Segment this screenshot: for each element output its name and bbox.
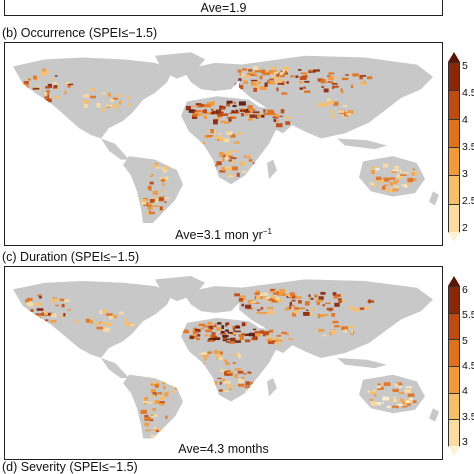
world-map-occurrence [13,52,439,223]
colorbar-segment [448,286,460,314]
colorbar-segment [448,118,460,148]
colorbar-segment [448,175,460,205]
colorbar-bottom-arrow [448,232,460,242]
panel-c-map: Ave=4.3 months [4,266,443,460]
colorbar-tick-label: 4 [462,114,468,127]
continent-south-america [123,156,183,223]
continent-indonesia [337,138,387,150]
colorbar-tick-label: 2 [462,221,468,234]
continent-madagascar [267,159,277,179]
colorbar-segment [448,90,460,120]
panel-c-title: (c) Duration (SPEI≤−1.5) [2,250,140,264]
world-map-duration [13,276,439,439]
continent-madagascar [267,378,277,397]
colorbar-occurrence [448,52,460,242]
colorbar-tick-label: 5.5 [462,309,474,322]
panel-b-title: (b) Occurrence (SPEI≤−1.5) [2,26,158,40]
panel-a-partial: Ave=1.9 [4,0,443,16]
colorbar-tick-label: 3.5 [462,141,474,153]
colorbar-top-arrow [448,276,460,286]
colorbar-segment [448,147,460,177]
colorbar-tick-label: 3.5 [462,410,474,423]
colorbar-segment [448,62,460,92]
continent-north-america [13,281,173,359]
colorbar-top-arrow [448,52,460,62]
continent-indonesia [337,358,387,369]
panel-b-map: Ave=3.1 mon yr−1 [4,42,443,246]
continent-new-zealand [429,191,439,206]
colorbar-tick-label: 5 [462,60,468,73]
panel-c-ave: Ave=4.3 months [178,442,269,457]
colorbar-bottom-arrow [448,446,460,456]
panel-d-title: (d) Severity (SPEI≤−1.5) [2,460,138,474]
colorbar-tick-label: 4 [462,385,468,398]
colorbar-segment [448,366,460,394]
colorbar-duration [448,276,460,456]
continent-europe [183,62,245,91]
colorbar-tick-label: 2.5 [462,194,474,207]
colorbar-tick-label: 6 [462,283,468,296]
continent-new-zealand [429,408,439,422]
drought-overlay [19,288,417,438]
colorbar-tick-label: 5 [462,334,468,347]
colorbar-segment [448,392,460,421]
continent-europe [183,286,245,313]
colorbar-tick-label: 4.5 [462,360,474,372]
colorbar-segment [448,312,460,341]
panel-b-ave: Ave=3.1 mon yr−1 [175,227,272,243]
colorbar-tick-label: 3 [462,167,468,180]
drought-overlay [18,65,418,215]
colorbar-segment [448,203,460,233]
colorbar-segment [448,339,460,367]
colorbar-tick-label: 4.5 [462,87,474,100]
colorbar-segment [448,419,460,447]
continent-central-america [101,358,129,379]
panel-a-ave: Ave=1.9 [200,1,247,15]
continent-central-america [101,138,129,160]
colorbar-tick-label: 3 [462,436,468,449]
